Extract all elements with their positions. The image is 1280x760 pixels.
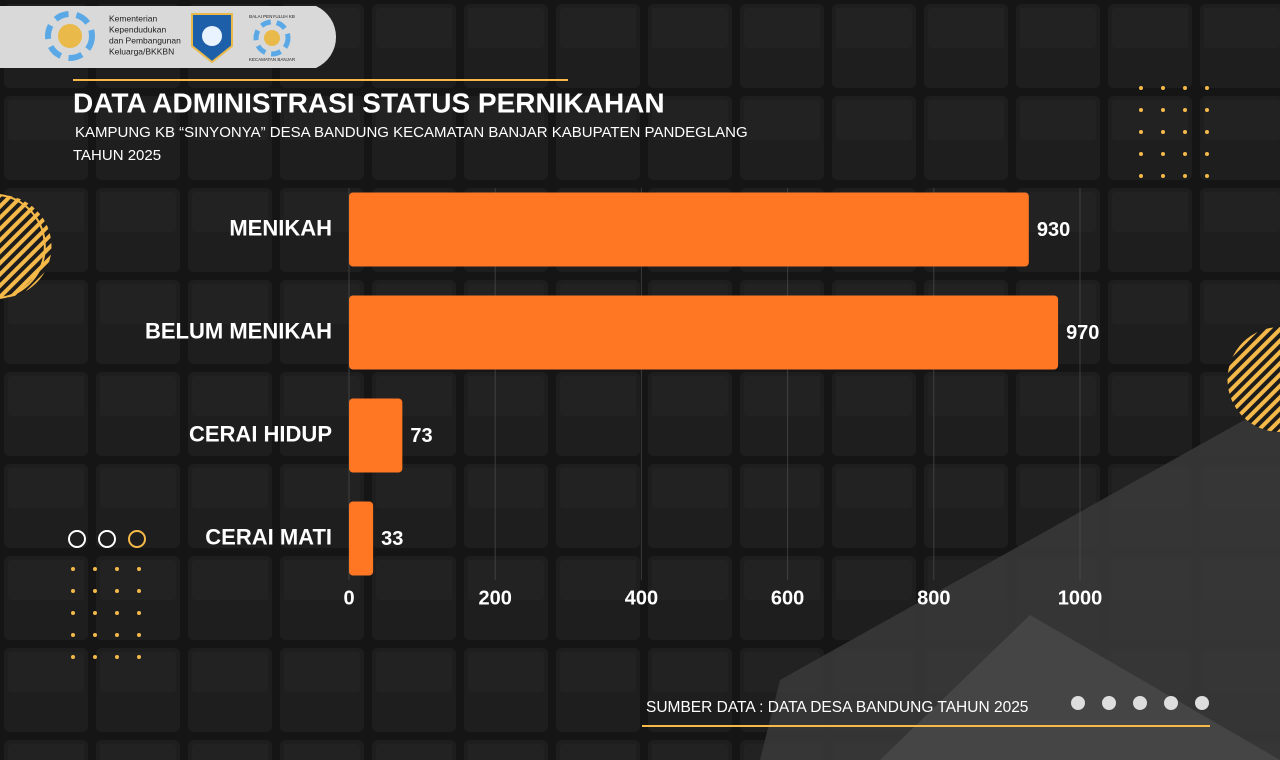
- x-tick-label: 0: [343, 587, 354, 609]
- dot: [1183, 174, 1187, 178]
- dot: [71, 655, 75, 659]
- dot: [1161, 108, 1165, 112]
- value-label: 970: [1066, 322, 1099, 344]
- dot: [1139, 174, 1143, 178]
- chart-subtitle: KAMPUNG KB “SINYONYA” DESA BANDUNG KECAM…: [75, 124, 748, 141]
- dot: [1183, 130, 1187, 134]
- bar: [349, 398, 403, 473]
- header-logos: Kementerian Kependudukan dan Pembangunan…: [0, 6, 337, 68]
- source: SUMBER DATA : DATA DESA BANDUNG TAHUN 20…: [646, 699, 1028, 716]
- x-tick-label: 1000: [1058, 587, 1103, 609]
- dot: [137, 633, 141, 637]
- value-label: 73: [410, 425, 432, 447]
- logo-text: KECAMATAN BANJAR: [249, 57, 296, 62]
- dot: [1139, 152, 1143, 156]
- dot: [1183, 152, 1187, 156]
- dot: [71, 633, 75, 637]
- dot: [1183, 86, 1187, 90]
- dot: [115, 611, 119, 615]
- chart-subtitle: TAHUN 2025: [73, 147, 161, 164]
- dot: [137, 589, 141, 593]
- dot: [1205, 152, 1209, 156]
- dot: [1139, 130, 1143, 134]
- dot: [93, 633, 97, 637]
- dot: [137, 567, 141, 571]
- bar: [349, 295, 1059, 370]
- bar: [349, 192, 1029, 267]
- dot: [115, 655, 119, 659]
- decoration: [71, 86, 1209, 659]
- dot: [93, 611, 97, 615]
- dot: [1205, 108, 1209, 112]
- dot: [137, 611, 141, 615]
- dot: [1161, 174, 1165, 178]
- logo-text: Kementerian: [109, 13, 157, 23]
- value-label: 930: [1037, 219, 1070, 241]
- dot: [71, 589, 75, 593]
- x-tick-label: 600: [771, 587, 804, 609]
- dot: [115, 567, 119, 571]
- dot: [1139, 108, 1143, 112]
- dot: [115, 589, 119, 593]
- dot: [115, 633, 119, 637]
- dot: [93, 655, 97, 659]
- bar: [349, 501, 374, 576]
- dot: [71, 567, 75, 571]
- circles: [68, 530, 1209, 710]
- logo-text: BALAI PENYULUH KB: [249, 14, 295, 19]
- y-tick-label: BELUM MENIKAH: [145, 318, 332, 343]
- dot: [71, 611, 75, 615]
- dot: [93, 589, 97, 593]
- dot: [137, 655, 141, 659]
- y-tick-label: CERAI MATI: [205, 524, 332, 549]
- dot: [1139, 86, 1143, 90]
- dot: [1161, 86, 1165, 90]
- value-label: 33: [381, 528, 403, 550]
- logo-text: dan Pembangunan: [109, 35, 181, 45]
- dot: [1161, 152, 1165, 156]
- dot: [93, 567, 97, 571]
- logo-text: Kependudukan: [109, 24, 166, 34]
- x-tick-label: 800: [917, 587, 950, 609]
- dot: [1205, 174, 1209, 178]
- dot: [1183, 108, 1187, 112]
- dot: [1205, 86, 1209, 90]
- chart-title: DATA ADMINISTRASI STATUS PERNIKAHAN: [73, 87, 665, 118]
- x-tick-label: 200: [479, 587, 512, 609]
- y-tick-label: MENIKAH: [229, 215, 332, 240]
- dot: [1161, 130, 1165, 134]
- x-tick-label: 400: [625, 587, 658, 609]
- y-tick-label: CERAI HIDUP: [189, 421, 332, 446]
- logo-text: Keluarga/BKKBN: [109, 46, 174, 56]
- dot: [1205, 130, 1209, 134]
